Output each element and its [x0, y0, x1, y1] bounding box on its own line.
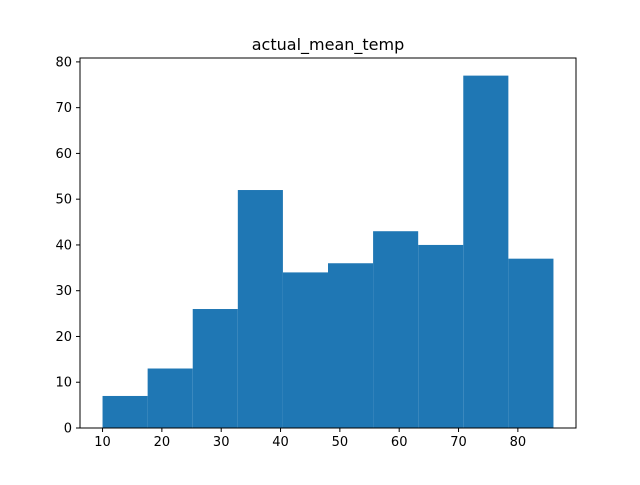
x-tick-label-2: 30 — [213, 435, 230, 450]
histogram-bar-9 — [508, 258, 554, 428]
histogram-bar-7 — [418, 244, 464, 428]
y-tick-label-0: 0 — [64, 422, 72, 437]
x-tick-label-6: 70 — [450, 435, 467, 450]
histogram-bar-3 — [237, 190, 283, 428]
plot-frame — [79, 57, 577, 429]
histogram-bar-6 — [373, 231, 419, 428]
axes-group: 10 20 30 40 50 60 70 80 0 10 20 30 40 50 60 70 80 — [55, 55, 526, 450]
y-tick-label-4: 40 — [55, 238, 72, 253]
y-tick-label-8: 80 — [55, 55, 72, 70]
histogram-bar-2 — [192, 309, 238, 428]
histogram-bar-8 — [463, 75, 509, 428]
y-tick-label-1: 10 — [55, 376, 72, 391]
x-tick-label-7: 80 — [510, 435, 527, 450]
histogram-bar-4 — [282, 272, 328, 428]
x-tick-label-1: 20 — [154, 435, 171, 450]
y-tick-label-6: 60 — [55, 147, 72, 162]
x-tick-label-0: 10 — [94, 435, 111, 450]
y-tick-label-5: 50 — [55, 193, 72, 208]
chart-title: actual_mean_temp — [252, 35, 405, 55]
x-tick-label-4: 50 — [332, 435, 349, 450]
y-tick-label-7: 70 — [55, 101, 72, 116]
y-tick-label-3: 30 — [55, 284, 72, 299]
x-tick-label-5: 60 — [391, 435, 408, 450]
histogram-bar-0 — [102, 395, 148, 428]
histogram-bar-1 — [147, 368, 193, 428]
x-tick-label-3: 40 — [272, 435, 289, 450]
bars-group — [102, 75, 554, 428]
histogram-bar-5 — [328, 263, 374, 428]
y-tick-label-2: 20 — [55, 330, 72, 345]
